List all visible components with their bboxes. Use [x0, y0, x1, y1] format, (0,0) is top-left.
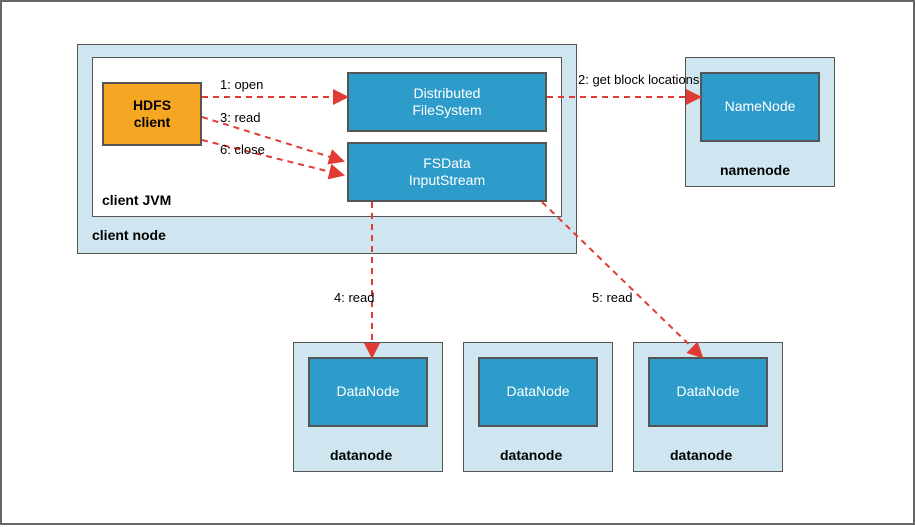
- node-dn3: DataNode: [648, 357, 768, 427]
- container-label-dn2_c: datanode: [500, 447, 562, 463]
- container-label-namenode_c: namenode: [720, 162, 790, 178]
- node-dn2: DataNode: [478, 357, 598, 427]
- node-label-dn2: DataNode: [506, 383, 569, 401]
- container-label-client_jvm: client JVM: [102, 192, 171, 208]
- container-label-client_node: client node: [92, 227, 166, 243]
- container-label-dn3_c: datanode: [670, 447, 732, 463]
- node-label-dn3: DataNode: [676, 383, 739, 401]
- edge-label-e2: 2: get block locations: [578, 72, 699, 87]
- node-dn1: DataNode: [308, 357, 428, 427]
- node-distributed_fs: DistributedFileSystem: [347, 72, 547, 132]
- node-hdfs_client: HDFSclient: [102, 82, 202, 146]
- node-label-namenode: NameNode: [725, 98, 796, 116]
- edge-label-e5: 5: read: [592, 290, 632, 305]
- node-fs_input: FSDataInputStream: [347, 142, 547, 202]
- node-namenode: NameNode: [700, 72, 820, 142]
- node-label-fs_input: FSDataInputStream: [409, 155, 485, 190]
- edge-label-e1: 1: open: [220, 77, 263, 92]
- node-label-hdfs_client: HDFSclient: [133, 97, 171, 132]
- node-label-dn1: DataNode: [336, 383, 399, 401]
- container-label-dn1_c: datanode: [330, 447, 392, 463]
- edge-label-e4: 4: read: [334, 290, 374, 305]
- edge-label-e3: 3: read: [220, 110, 260, 125]
- node-label-distributed_fs: DistributedFileSystem: [412, 85, 481, 120]
- edge-label-e6: 6: close: [220, 142, 265, 157]
